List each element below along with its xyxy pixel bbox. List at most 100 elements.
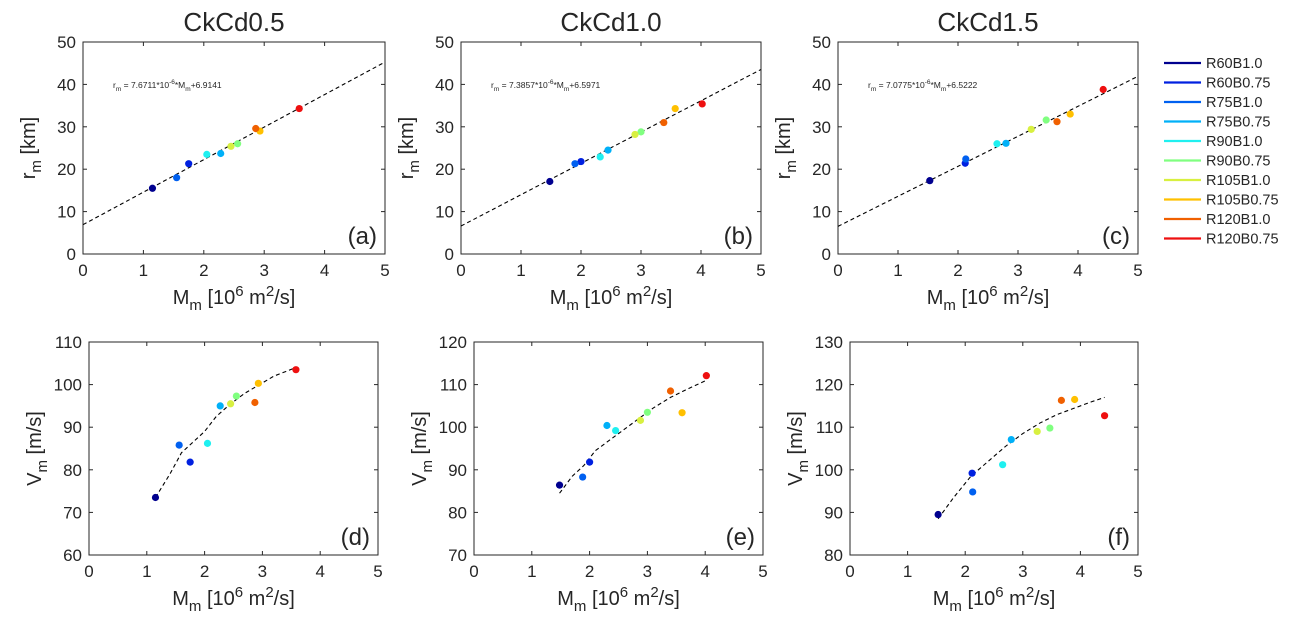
x-label-base: M <box>550 287 567 309</box>
x-label-sup: 6 <box>612 283 620 300</box>
y-tick-label: 0 <box>67 245 76 264</box>
x-tick-label: 4 <box>315 562 324 581</box>
x-label-text: [10 <box>586 588 619 610</box>
y-axis-label: Vm [m/s] <box>409 411 436 486</box>
x-tick-label: 1 <box>516 261 525 280</box>
x-tick-label: 5 <box>1133 562 1142 581</box>
y-tick-label: 20 <box>57 160 76 179</box>
x-tick-label: 0 <box>84 562 93 581</box>
x-label-sub: m <box>574 598 587 615</box>
y-label-text: [km] <box>773 117 795 160</box>
y-tick-label: 60 <box>63 546 82 565</box>
x-tick-label: 4 <box>696 261 705 280</box>
data-point-r105b0-75 <box>254 379 262 387</box>
x-axis-label: Mm [106 m2/s] <box>172 584 295 615</box>
y-label-sub: m <box>783 160 800 173</box>
legend-entry: R90B0.75 <box>1206 154 1271 170</box>
eq-sub: m <box>941 86 946 93</box>
fit-line <box>82 61 386 226</box>
x-label-sup: 2 <box>1026 584 1034 601</box>
x-label-sup: 2 <box>266 283 274 300</box>
data-point-r105b1-0 <box>631 130 639 139</box>
y-label-base: V <box>24 472 46 486</box>
y-tick-label: 30 <box>57 118 76 137</box>
y-tick-label: 30 <box>812 118 831 137</box>
eq-sup: -6 <box>548 79 554 86</box>
x-tick-label: 4 <box>1076 562 1085 581</box>
x-label-text: /s] <box>659 588 680 610</box>
eq-part: = 7.6711*10 <box>121 80 169 90</box>
panel-label: (d) <box>341 524 370 551</box>
x-label-sup: 2 <box>650 584 658 601</box>
x-axis-label: Mm [106 m2/s] <box>173 283 296 314</box>
data-point-r60b1-0 <box>934 510 942 519</box>
panel-label: (c) <box>1102 223 1130 250</box>
fit-equation: rm = 7.3857*10-6*Mm+6.5971 <box>491 79 601 93</box>
data-point-r75b0-75 <box>1007 435 1015 444</box>
panel-label: (f) <box>1107 524 1130 551</box>
y-tick-label: 50 <box>57 33 76 52</box>
y-tick-label: 90 <box>63 418 82 437</box>
plot-frame <box>460 41 762 255</box>
x-label-text: /s] <box>1028 287 1049 309</box>
x-label-sup: 6 <box>989 283 997 300</box>
x-tick-label: 5 <box>373 562 382 581</box>
y-tick-label: 90 <box>824 503 843 522</box>
x-label-sub: m <box>189 598 202 615</box>
data-point-r60b1-0 <box>546 177 554 186</box>
y-label-text: [km] <box>18 117 40 160</box>
x-label-base: M <box>172 588 189 610</box>
x-label-sup: 6 <box>620 584 628 601</box>
eq-sub: m <box>564 86 569 93</box>
data-point-r105b0-75 <box>1066 110 1074 118</box>
x-tick-label: 1 <box>893 261 902 280</box>
x-label-sup: 6 <box>995 584 1003 601</box>
x-tick-label: 5 <box>756 261 765 280</box>
data-point-r60b0-75 <box>186 458 194 466</box>
y-tick-label: 70 <box>448 546 467 565</box>
eq-sup: -6 <box>925 79 931 86</box>
data-point-r105b0-75 <box>1071 395 1079 404</box>
eq-sup: -6 <box>169 79 175 86</box>
fit-curve <box>937 396 1105 520</box>
x-tick-label: 0 <box>78 261 87 280</box>
x-label-sup: 2 <box>265 584 273 601</box>
data-point-r90b1-0 <box>993 140 1001 148</box>
data-point-r105b0-75 <box>678 409 686 417</box>
plot-frame <box>88 341 379 556</box>
x-label-sup: 6 <box>235 584 243 601</box>
x-axis-label: Mm [106 m2/s] <box>933 584 1056 615</box>
fit-curve <box>559 379 707 494</box>
x-tick-label: 4 <box>700 562 709 581</box>
y-axis-label: rm [km] <box>773 117 800 180</box>
y-tick-label: 70 <box>63 503 82 522</box>
eq-part: +6.5222 <box>946 80 977 90</box>
x-tick-label: 3 <box>258 562 267 581</box>
x-tick-label: 4 <box>320 261 329 280</box>
data-point-r120b0-75 <box>1100 412 1109 420</box>
x-label-base: M <box>927 287 944 309</box>
x-label-text: m <box>628 588 650 610</box>
data-point-r75b0-75 <box>216 402 224 410</box>
x-tick-label: 1 <box>142 562 151 581</box>
x-label-text: m <box>1004 588 1026 610</box>
y-tick-label: 30 <box>435 118 454 137</box>
x-label-text: [10 <box>202 287 235 309</box>
chart-title: CkCd1.0 <box>560 7 661 37</box>
x-tick-label: 2 <box>200 562 209 581</box>
y-tick-label: 100 <box>439 418 467 437</box>
data-point-r105b1-0 <box>227 142 235 150</box>
x-tick-label: 1 <box>903 562 912 581</box>
eq-sub: m <box>494 86 499 93</box>
data-point-r105b1-0 <box>636 416 645 424</box>
y-tick-label: 120 <box>815 376 843 395</box>
data-point-r105b1-0 <box>1027 125 1035 133</box>
y-label-text: [m/s] <box>785 411 807 460</box>
data-point-r90b1-0 <box>612 427 620 435</box>
data-point-r120b1-0 <box>252 124 260 133</box>
x-label-sub: m <box>949 598 962 615</box>
data-point-r60b0-75 <box>185 160 193 168</box>
data-point-r75b0-75 <box>217 149 225 158</box>
x-label-sup: 6 <box>235 283 243 300</box>
